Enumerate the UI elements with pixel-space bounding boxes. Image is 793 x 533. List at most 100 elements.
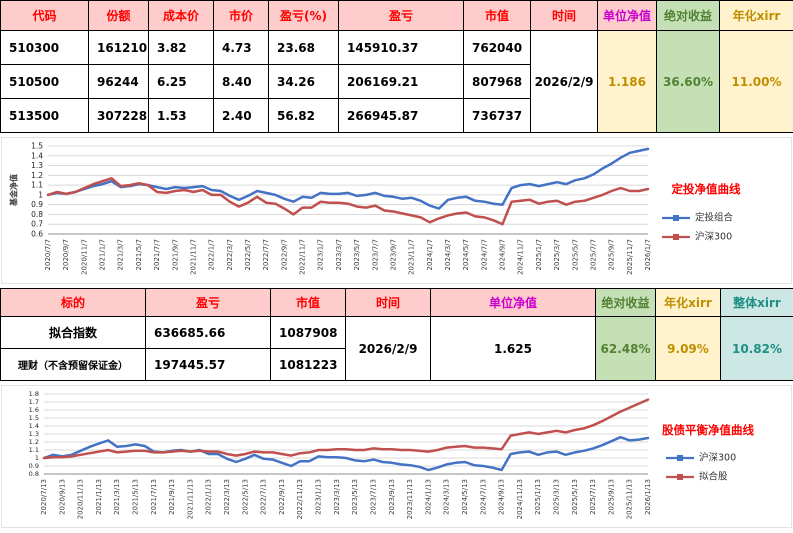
- cell-shares[interactable]: 161210: [88, 30, 149, 65]
- x-tick-label: 2024/9/13: [498, 479, 506, 515]
- summary-overall-xirr[interactable]: 10.82%: [720, 316, 793, 381]
- x-tick-label: 2024/11/13: [516, 479, 524, 519]
- col-header-abs-return[interactable]: 绝对收益: [656, 0, 720, 31]
- summary-xirr[interactable]: 9.09%: [655, 316, 721, 381]
- x-tick-label: 2022/11/7: [299, 239, 307, 275]
- cell-market-price[interactable]: 2.40: [213, 98, 269, 133]
- x-tick-label: 2022/5/7: [244, 239, 252, 270]
- balance-table: 标的 盈亏 市值 时间 单位净值 绝对收益 年化xirr 整体xirr 拟合指数…: [0, 288, 793, 381]
- col-header-code[interactable]: 代码: [0, 0, 89, 31]
- position-row-510300: 510300 161210 3.82 4.73 23.68 145910.37 …: [0, 30, 793, 133]
- col-header-overall-xirr[interactable]: 整体xirr: [720, 288, 793, 317]
- x-tick-label: 2022/5/13: [241, 479, 249, 515]
- x-tick-label: 2025/5/13: [571, 479, 579, 515]
- x-tick-label: 2025/3/13: [552, 479, 560, 515]
- x-tick-label: 2023/5/7: [353, 239, 361, 270]
- y-tick-label: 0.9: [31, 200, 43, 209]
- cell-market-value[interactable]: 736737: [463, 98, 531, 133]
- col-header-market-price[interactable]: 市价: [213, 0, 269, 31]
- x-tick-label: 2021/1/13: [95, 479, 103, 515]
- x-tick-label: 2023/3/7: [335, 239, 343, 270]
- x-tick-label: 2026/1/7: [644, 239, 652, 270]
- x-tick-label: 2023/7/13: [369, 479, 377, 515]
- cell-pl[interactable]: 206169.21: [338, 64, 464, 99]
- summary-time[interactable]: 2026/2/9: [530, 30, 598, 133]
- summary-unit-nav[interactable]: 1.625: [430, 316, 596, 381]
- x-tick-label: 2020/7/7: [44, 239, 52, 270]
- summary-unit-nav[interactable]: 1.186: [597, 30, 657, 133]
- col-header-time[interactable]: 时间: [345, 288, 431, 317]
- cell-pl-percent[interactable]: 56.82: [268, 98, 339, 133]
- cell-market-price[interactable]: 4.73: [213, 30, 269, 65]
- col-header-pl[interactable]: 盈亏: [145, 288, 271, 317]
- x-tick-label: 2023/1/13: [315, 479, 323, 515]
- cell-pl[interactable]: 197445.57: [145, 348, 271, 381]
- cell-shares[interactable]: 96244: [88, 64, 149, 99]
- x-tick-label: 2025/11/7: [626, 239, 634, 275]
- cell-cost-price[interactable]: 1.53: [148, 98, 214, 133]
- dca-nav-chart[interactable]: 0.6 0.7 0.8 0.9 1 1.1 1.2 1.3 1.4 1.5 2020/7/7 2020…: [1, 137, 792, 284]
- cell-pl-percent[interactable]: 34.26: [268, 64, 339, 99]
- col-header-market-value[interactable]: 市值: [270, 288, 346, 317]
- col-header-unit-nav[interactable]: 单位净值: [597, 0, 657, 31]
- col-header-time[interactable]: 时间: [530, 0, 598, 31]
- position-row-510500: 510500 96244 6.25 8.40 34.26 206169.21 8…: [0, 64, 793, 99]
- x-tick-label: 2024/9/7: [499, 239, 507, 270]
- cell-cost-price[interactable]: 6.25: [148, 64, 214, 99]
- x-tick-label: 2025/11/13: [626, 479, 634, 519]
- series-line: [46, 147, 650, 210]
- col-header-xirr[interactable]: 年化xirr: [719, 0, 793, 31]
- cell-code[interactable]: 510300: [0, 30, 89, 65]
- cell-market-value[interactable]: 762040: [463, 30, 531, 65]
- summary-abs-return[interactable]: 62.48%: [595, 316, 656, 381]
- summary-time[interactable]: 2026/2/9: [345, 316, 431, 381]
- cell-target[interactable]: 拟合指数: [0, 316, 146, 349]
- col-header-market-value[interactable]: 市值: [463, 0, 531, 31]
- x-tick-label: 2022/11/13: [296, 479, 304, 519]
- x-tick-label: 2025/1/7: [535, 239, 543, 270]
- col-header-unit-nav[interactable]: 单位净值: [430, 288, 596, 317]
- col-header-pl[interactable]: 盈亏: [338, 0, 464, 31]
- series-line: [46, 177, 650, 226]
- x-tick-label: 2021/3/7: [117, 239, 125, 270]
- summary-abs-return[interactable]: 36.60%: [656, 30, 720, 133]
- cell-pl[interactable]: 145910.37: [338, 30, 464, 65]
- cell-pl[interactable]: 636685.66: [145, 316, 271, 349]
- y-tick-label: 1.1: [31, 181, 43, 190]
- cell-market-value[interactable]: 807968: [463, 64, 531, 99]
- cell-cost-price[interactable]: 3.82: [148, 30, 214, 65]
- cell-code[interactable]: 513500: [0, 98, 89, 133]
- chart-title: 定投净值曲线: [672, 182, 741, 196]
- cell-pl-percent[interactable]: 23.68: [268, 30, 339, 65]
- positions-header-row: 代码 份额 成本价 市价 盈亏(%) 盈亏 市值 时间 单位净值 绝对收益 年化…: [0, 0, 793, 31]
- col-header-target[interactable]: 标的: [0, 288, 146, 317]
- cell-target[interactable]: 理财（不含预留保证金）: [0, 348, 146, 381]
- balance-nav-chart[interactable]: 0.8 0.9 1 1.1 1.2 1.3 1.4 1.5 1.6 1.7 1.8 2020/7/13…: [1, 385, 792, 528]
- x-tick-label: 2021/7/13: [150, 479, 158, 515]
- x-tick-label: 2025/5/7: [571, 239, 579, 270]
- cell-market-value[interactable]: 1087908: [270, 316, 346, 349]
- legend-marker: [673, 234, 679, 240]
- y-tick-label: 1: [35, 454, 39, 462]
- legend-label: 沪深300: [695, 231, 732, 243]
- col-header-shares[interactable]: 份额: [88, 0, 149, 31]
- x-tick-label: 2026/1/13: [644, 479, 652, 515]
- col-header-xirr[interactable]: 年化xirr: [655, 288, 721, 317]
- cell-market-price[interactable]: 8.40: [213, 64, 269, 99]
- y-tick-label: 0.8: [31, 210, 43, 219]
- x-tick-label: 2024/7/13: [479, 479, 487, 515]
- col-header-abs-return[interactable]: 绝对收益: [595, 288, 656, 317]
- x-tick-label: 2022/9/13: [278, 479, 286, 515]
- x-tick-label: 2023/11/7: [408, 239, 416, 275]
- cell-pl[interactable]: 266945.87: [338, 98, 464, 133]
- cell-shares[interactable]: 307228: [88, 98, 149, 133]
- positions-table: 代码 份额 成本价 市价 盈亏(%) 盈亏 市值 时间 单位净值 绝对收益 年化…: [0, 0, 793, 133]
- col-header-pl-percent[interactable]: 盈亏(%): [268, 0, 339, 31]
- cell-market-value[interactable]: 1081223: [270, 348, 346, 381]
- x-tick-label: 2021/11/13: [186, 479, 194, 519]
- x-tick-label: 2020/11/7: [80, 239, 88, 275]
- col-header-cost-price[interactable]: 成本价: [148, 0, 214, 31]
- cell-code[interactable]: 510500: [0, 64, 89, 99]
- summary-xirr[interactable]: 11.00%: [719, 30, 793, 133]
- legend-marker: [677, 455, 683, 461]
